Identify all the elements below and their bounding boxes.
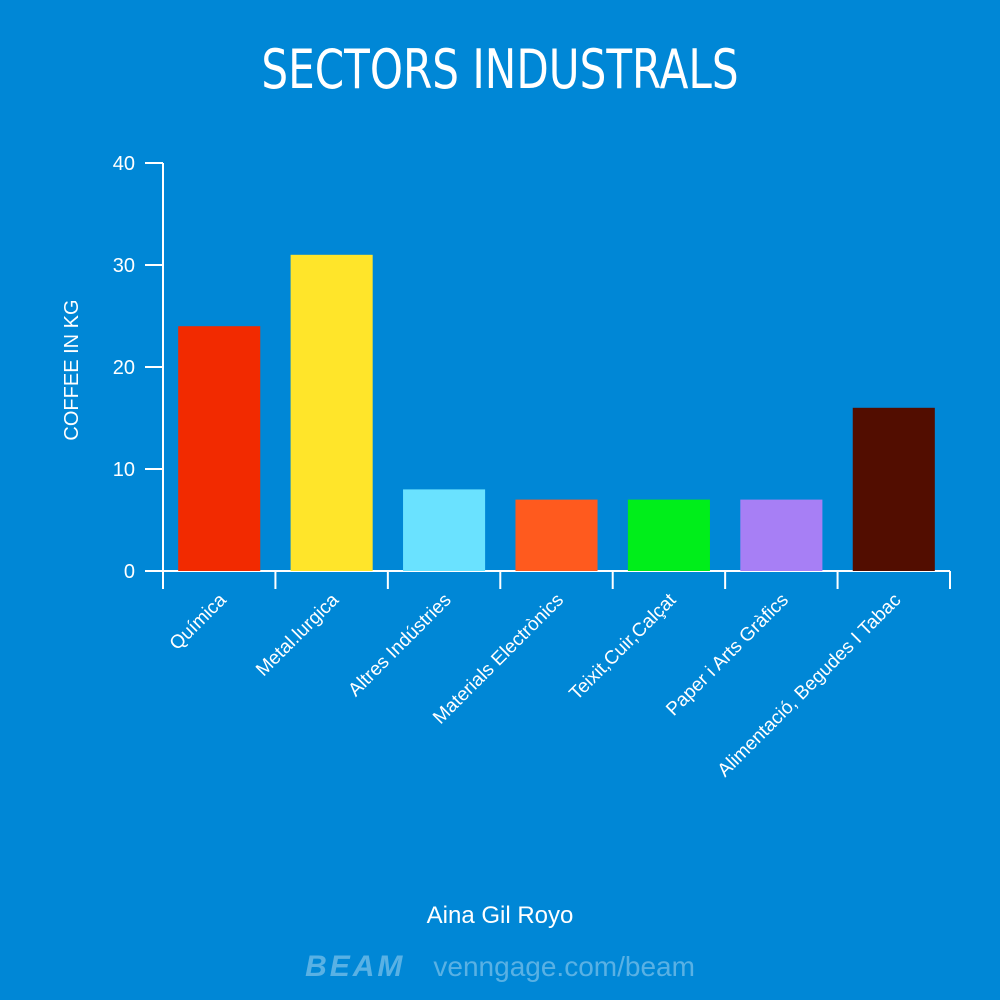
- bar: [178, 326, 261, 571]
- x-tick-label: Alimentació, Begudes I Tabac: [714, 590, 906, 782]
- y-tick-label: 30: [113, 255, 135, 277]
- x-axis: Química Metal.lurgica Altres IndústriesMat…: [145, 570, 951, 782]
- chart-title: SECTORS INDUSTRALS: [261, 38, 739, 101]
- y-axis: 0 10 20 30 40: [113, 153, 164, 583]
- x-tick-label: Paper i Arts Gràfics: [662, 590, 793, 721]
- x-tick-label: Materials Electrònics: [429, 590, 568, 729]
- bar: [852, 407, 935, 571]
- footer-link[interactable]: venngage.com/beam: [433, 951, 695, 982]
- bar: [403, 489, 486, 571]
- bar: [627, 499, 710, 571]
- x-tick-label: Teixit,Cuir,Calçat: [566, 589, 681, 704]
- y-tick-label: 20: [113, 357, 135, 379]
- y-tick-label: 0: [124, 561, 135, 583]
- brand-logo: BEAM: [305, 950, 406, 983]
- bar: [740, 499, 823, 571]
- y-axis-label: COFFEE IN KG: [61, 299, 83, 440]
- author-name: Aina Gil Royo: [426, 902, 574, 929]
- y-tick-label: 40: [113, 153, 135, 175]
- bar: [515, 499, 598, 571]
- bar: [290, 254, 373, 572]
- bars: [178, 254, 935, 572]
- footer: BEAM venngage.com/beam: [0, 950, 1000, 984]
- y-tick-label: 10: [113, 459, 135, 481]
- x-tick-label: Química: [166, 589, 231, 654]
- x-tick-label: Altres Indústries: [344, 590, 455, 701]
- x-tick-label: Metal.lurgica: [252, 589, 343, 680]
